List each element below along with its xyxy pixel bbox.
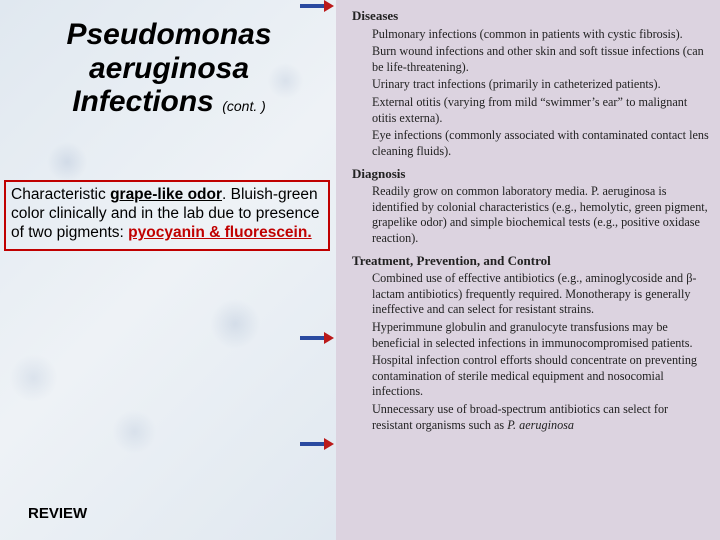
disease-item: Urinary tract infections (primarily in c… <box>352 77 710 93</box>
title-line2: aeruginosa <box>8 52 330 86</box>
characteristics-box: Characteristic grape-like odor. Bluish-g… <box>4 180 330 251</box>
heading-diagnosis: Diagnosis <box>352 166 710 183</box>
book-excerpt: Diseases Pulmonary infections (common in… <box>336 0 720 540</box>
treatment-item: Unnecessary use of broad-spectrum antibi… <box>352 402 710 433</box>
title-block: Pseudomonas aeruginosa Infections (cont.… <box>8 18 330 119</box>
diagnosis-body: Readily grow on common laboratory media.… <box>372 184 708 245</box>
arrow-icon <box>300 438 334 450</box>
disease-item: Burn wound infections and other skin and… <box>352 44 710 75</box>
title-cont: (cont. ) <box>222 98 266 114</box>
heading-diseases: Diseases <box>352 8 710 25</box>
t4-organism: P. aeruginosa <box>507 418 574 432</box>
treatment-item: Hyperimmune globulin and granulocyte tra… <box>352 320 710 351</box>
char-odor: grape-like odor <box>110 186 222 203</box>
diagnosis-text: Readily grow on common laboratory media.… <box>352 184 710 246</box>
review-label: REVIEW <box>28 505 87 522</box>
heading-treatment: Treatment, Prevention, and Control <box>352 253 710 270</box>
left-panel: Pseudomonas aeruginosa Infections (cont.… <box>0 0 336 540</box>
title-word: Infections <box>72 85 214 118</box>
char-pigments: pyocyanin & fluorescein. <box>128 224 311 241</box>
arrow-icon <box>300 332 334 344</box>
slide: Pseudomonas aeruginosa Infections (cont.… <box>0 0 720 540</box>
title-line3: Infections (cont. ) <box>8 85 330 119</box>
disease-item: Pulmonary infections (common in patients… <box>352 27 710 43</box>
char-prefix: Characteristic <box>11 186 110 203</box>
arrow-icon <box>300 0 334 12</box>
disease-item: Eye infections (commonly associated with… <box>352 128 710 159</box>
disease-item: External otitis (varying from mild “swim… <box>352 95 710 126</box>
treatment-item: Hospital infection control efforts shoul… <box>352 353 710 400</box>
title-line1: Pseudomonas <box>8 18 330 52</box>
treatment-item: Combined use of effective antibiotics (e… <box>352 271 710 318</box>
